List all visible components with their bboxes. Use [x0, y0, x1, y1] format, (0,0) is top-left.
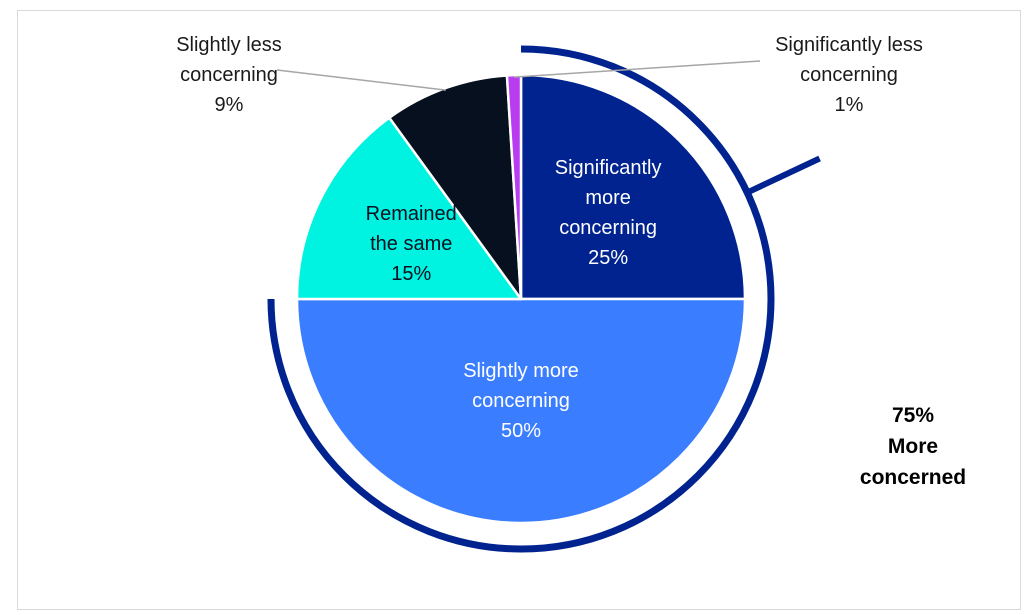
slice-label-slightly-less-concerning: Slightly less concerning 9%	[176, 34, 282, 116]
slice-label-significantly-less-concerning: Significantly less concerning 1%	[775, 34, 923, 116]
chart-frame: Significantly more concerning 25% Slightly m…	[17, 10, 1021, 610]
pie-slice-significantly-more-concerning	[521, 75, 745, 299]
leader-line-slightly-less-concerning	[277, 70, 446, 90]
pie-slices	[297, 75, 745, 523]
highlight-label: 75% More concerned	[860, 404, 966, 489]
highlight-leader-line	[747, 158, 819, 192]
highlight-callout: 75% More concerned	[860, 404, 966, 489]
pie-chart: Significantly more concerning 25%Slightly m…	[18, 11, 1022, 611]
